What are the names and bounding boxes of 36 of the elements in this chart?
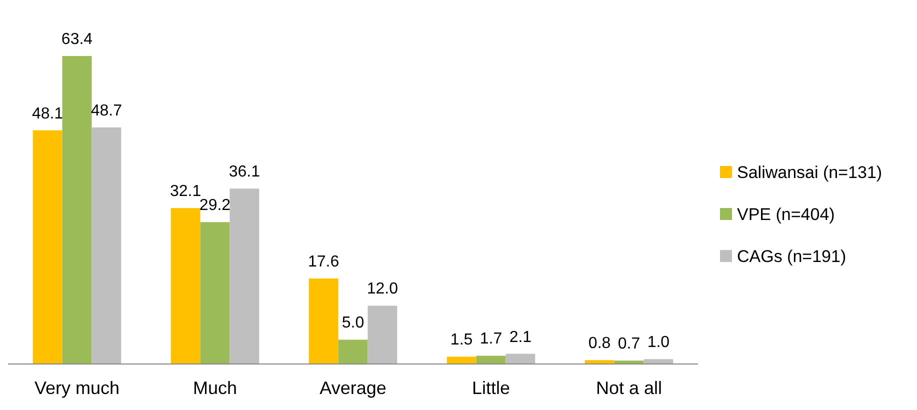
x-tick-label: Little	[472, 378, 510, 398]
data-label: 32.1	[170, 183, 202, 200]
legend-label: CAGs (n=191)	[737, 247, 846, 266]
data-label: 1.0	[647, 334, 670, 352]
data-label: 63.4	[61, 31, 93, 48]
data-label: 2.1	[509, 328, 532, 346]
bar	[584, 360, 614, 364]
bar	[32, 130, 62, 364]
data-label: 1.5	[450, 332, 473, 349]
data-label: 0.7	[618, 336, 640, 353]
x-tick-label: Not a all	[596, 378, 662, 398]
legend-label: Saliwansai (n=131)	[737, 163, 882, 182]
x-tick-label: Average	[320, 378, 386, 398]
data-label: 29.2	[199, 197, 231, 214]
bar	[506, 354, 536, 364]
data-label: 1.7	[480, 330, 502, 348]
x-tick-label: Much	[192, 378, 238, 398]
bar	[338, 340, 368, 364]
bar	[170, 208, 200, 364]
data-label: 36.1	[228, 164, 260, 181]
bar	[200, 222, 230, 364]
data-label: 48.1	[32, 105, 64, 122]
bar	[62, 56, 92, 364]
bar	[230, 188, 260, 364]
data-label: 5.0	[342, 314, 364, 332]
data-label: 0.8	[588, 335, 611, 352]
bar	[308, 278, 338, 364]
bar	[446, 356, 476, 364]
data-label: 12.0	[366, 280, 398, 298]
legend-label: VPE (n=404)	[737, 205, 835, 224]
data-label: 17.6	[308, 254, 340, 270]
bar	[368, 306, 398, 364]
bar	[92, 127, 122, 364]
x-tick-label: Very much	[34, 378, 120, 398]
bar	[644, 359, 674, 364]
bar	[476, 356, 506, 364]
